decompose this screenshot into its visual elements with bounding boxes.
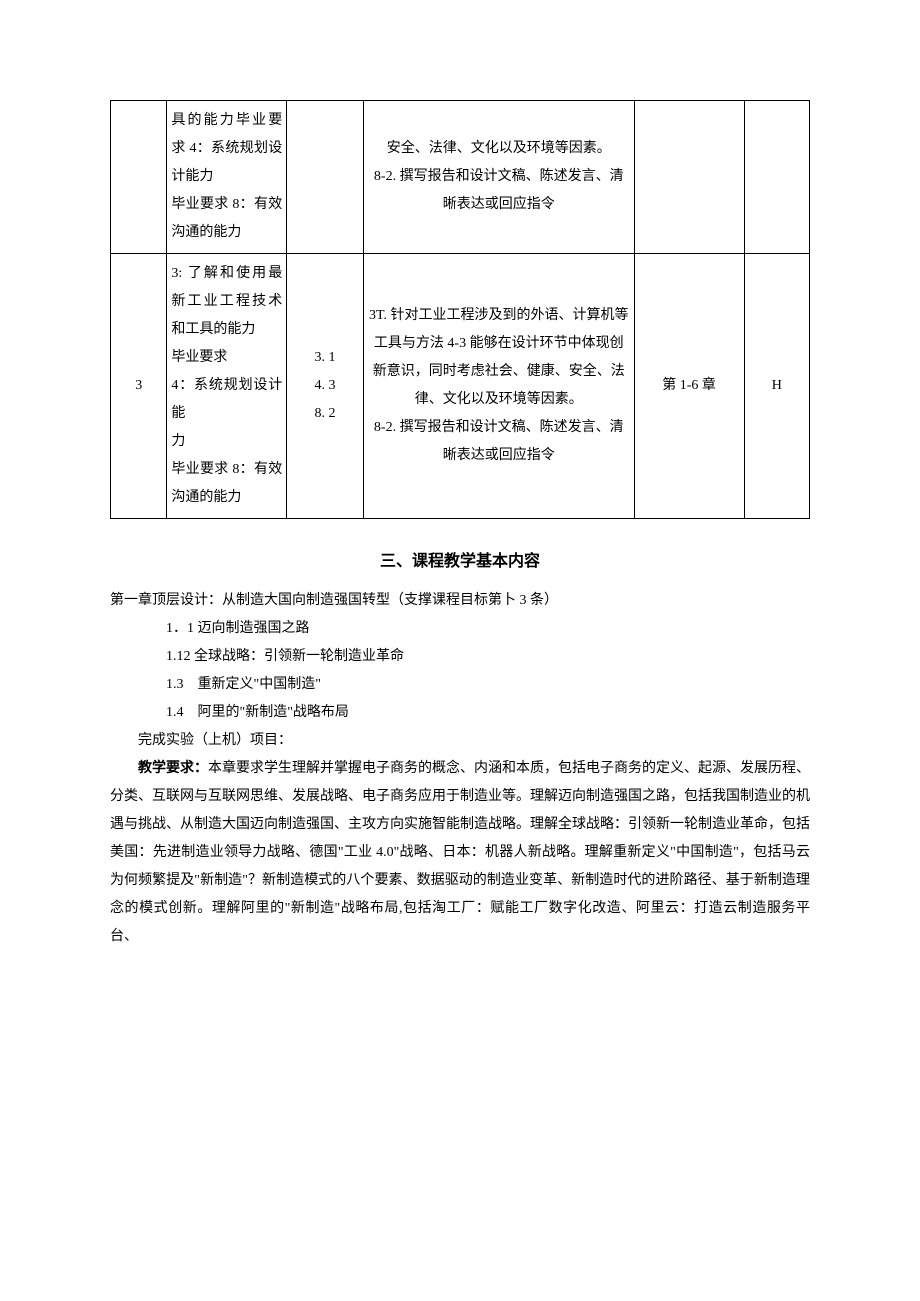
chapter-item: 1.4 阿里的"新制造"战略布局 — [166, 699, 810, 727]
chapter-title: 第一章顶层设计：从制造大国向制造强国转型（支撑课程目标第卜 3 条） — [110, 587, 810, 615]
chapter-item: 1.3 重新定义"中国制造" — [166, 671, 810, 699]
cell-req: 具的能力毕业要求 4：系统规划设计能力毕业要求 8：有效沟通的能力 — [167, 101, 287, 254]
section-heading: 三、课程教学基本内容 — [110, 547, 810, 577]
table-row: 3 3: 了解和使用最新工业工程技术和工具的能力毕业要求4：系统规划设计能力毕业… — [111, 254, 810, 519]
cell-grade: H — [744, 254, 810, 519]
req-text: 本章要求学生理解并掌握电子商务的概念、内涵和本质，包括电子商务的定义、起源、发展… — [110, 761, 810, 944]
cell-grade — [744, 101, 810, 254]
cell-content: 3T. 针对工业工程涉及到的外语、计算机等工具与方法 4-3 能够在设计环节中体… — [363, 254, 634, 519]
document-page: 具的能力毕业要求 4：系统规划设计能力毕业要求 8：有效沟通的能力 安全、法律、… — [0, 0, 920, 1011]
cell-idx: 3 — [111, 254, 167, 519]
chapter-item: 1．1 迈向制造强国之路 — [166, 615, 810, 643]
cell-pts: 3. 14. 38. 2 — [287, 254, 364, 519]
cell-chap — [634, 101, 744, 254]
cell-idx — [111, 101, 167, 254]
cell-req: 3: 了解和使用最新工业工程技术和工具的能力毕业要求4：系统规划设计能力毕业要求… — [167, 254, 287, 519]
cell-content: 安全、法律、文化以及环境等因素。8-2. 撰写报告和设计文稿、陈述发言、清晰表达… — [363, 101, 634, 254]
cell-pts — [287, 101, 364, 254]
chapter-block: 第一章顶层设计：从制造大国向制造强国转型（支撑课程目标第卜 3 条） 1．1 迈… — [110, 587, 810, 951]
lab-line: 完成实验（上机）项目： — [138, 727, 810, 755]
table-row: 具的能力毕业要求 4：系统规划设计能力毕业要求 8：有效沟通的能力 安全、法律、… — [111, 101, 810, 254]
chapter-item: 1.12 全球战略：引领新一轮制造业革命 — [166, 643, 810, 671]
requirements-table: 具的能力毕业要求 4：系统规划设计能力毕业要求 8：有效沟通的能力 安全、法律、… — [110, 100, 810, 519]
req-label: 教学要求： — [138, 761, 208, 776]
cell-chap: 第 1-6 章 — [634, 254, 744, 519]
teaching-requirement: 教学要求：本章要求学生理解并掌握电子商务的概念、内涵和本质，包括电子商务的定义、… — [110, 755, 810, 951]
